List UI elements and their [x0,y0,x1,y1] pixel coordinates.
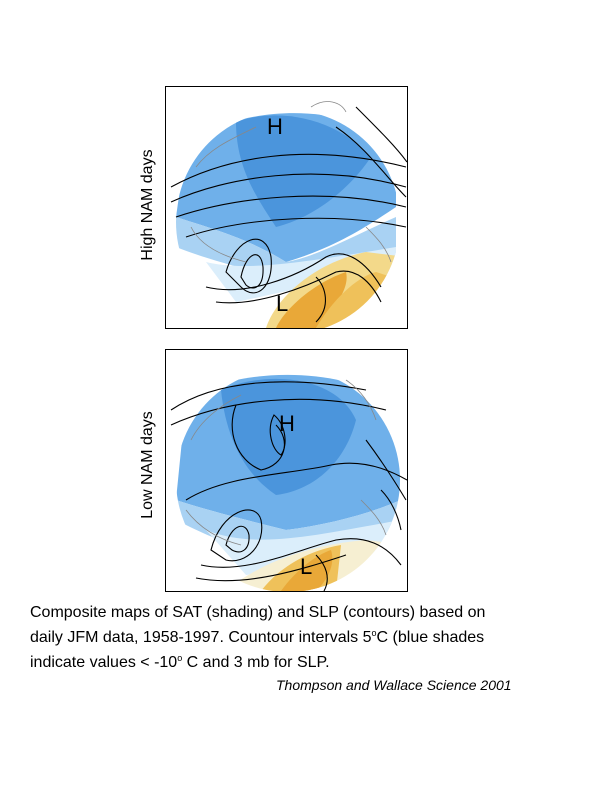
coastlines [185,379,387,546]
low-nam-map: H L [165,349,408,592]
high-nam-map: H L [165,86,408,329]
source-credit: Thompson and Wallace Science 2001 [276,677,512,693]
degree-superscript-1: o [371,628,377,638]
caption-line-3-post: C and 3 mb for SLP. [182,654,330,671]
high-nam-map-graphic: H L [170,101,407,328]
caption-line-2-post: C (blue shades [376,629,485,646]
caption-line-3: indicate values < -10o C and 3 mb for SL… [30,648,575,673]
high-pressure-marker: H [267,114,283,139]
cold-core [221,378,356,495]
warm-core [276,272,347,328]
warm-core [281,550,333,591]
low-nam-label: Low NAM days [139,411,156,519]
caption-line-1: Composite maps of SAT (shading) and SLP … [30,604,486,621]
slp-contours [170,106,407,323]
figure-caption: Composite maps of SAT (shading) and SLP … [30,602,575,673]
coastlines [190,101,392,263]
slp-contours [170,381,407,591]
caption-line-2: daily JFM data, 1958-1997. Countour inte… [30,623,575,648]
degree-superscript-2: o [177,653,183,663]
cold-core [236,115,371,227]
caption-line-2-pre: daily JFM data, 1958-1997. Countour inte… [30,629,372,646]
low-nam-map-graphic: H L [170,368,407,591]
caption-line-3-pre: indicate values < -10 [30,654,178,671]
high-nam-label: High NAM days [139,149,156,261]
high-pressure-marker: H [279,411,295,436]
pale-zone [206,520,400,575]
low-pressure-marker: L [276,291,288,316]
low-pressure-marker: L [300,554,312,579]
